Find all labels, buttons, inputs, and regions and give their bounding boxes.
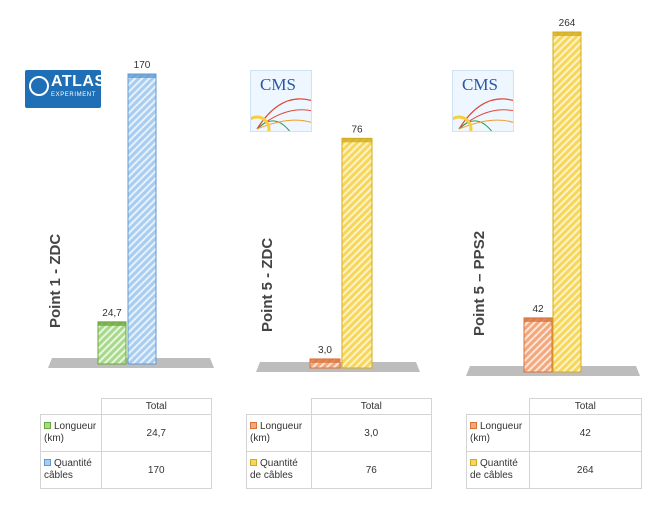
data-label: 24,7 [102, 308, 122, 319]
atlas-globe-icon [29, 76, 49, 96]
legend-swatch-orange-icon [250, 422, 257, 429]
bar [341, 137, 373, 369]
table-row: Longueur (km) 3,0 [246, 414, 432, 452]
table-row: Quantité de câbles 76 [246, 451, 432, 489]
legend-swatch-yellow-icon [470, 459, 477, 466]
panel-label: Point 5 – PPS2 [471, 231, 488, 336]
cms-detector-icon [453, 98, 513, 131]
cms-logo: CMS [250, 70, 312, 132]
table-header: Total [310, 398, 432, 415]
data-table: Total Longueur (km) 3,0 Quantité de câbl… [246, 398, 432, 489]
panel-label: Point 5 - ZDC [259, 238, 276, 332]
data-label: 264 [559, 18, 576, 29]
table-row: Quantité de câbles 264 [466, 451, 642, 489]
atlas-logo: ATLAS EXPERIMENT [25, 70, 105, 108]
legend-swatch-green-icon [44, 422, 51, 429]
table-row: Quantité câbles 170 [40, 451, 212, 489]
bar-cap [98, 321, 126, 326]
legend-swatch-yellow-icon [250, 459, 257, 466]
bar-cap [553, 32, 581, 36]
table-row: Longueur (km) 42 [466, 414, 642, 452]
table-header: Total [100, 398, 212, 415]
data-table: Total Longueur (km) 42 Quantité de câble… [466, 398, 642, 489]
bar [552, 31, 582, 373]
cms-logo: CMS [452, 70, 514, 132]
legend-swatch-blue-icon [44, 459, 51, 466]
bar [127, 73, 157, 365]
data-label: 3,0 [318, 345, 332, 356]
data-label: 170 [134, 60, 151, 71]
data-label: 76 [351, 124, 363, 135]
bar [523, 317, 553, 373]
panel-label: Point 1 - ZDC [47, 234, 64, 328]
data-label: 42 [532, 304, 544, 315]
legend-swatch-orange-icon [470, 422, 477, 429]
bar [97, 321, 127, 365]
table-row: Longueur (km) 24,7 [40, 414, 212, 452]
bar-cap [310, 358, 340, 363]
cms-detector-icon [251, 98, 311, 131]
data-table: Total Longueur (km) 24,7 Quantité câbles… [40, 398, 212, 489]
bar-cap [342, 138, 372, 143]
table-header: Total [528, 398, 642, 415]
bar-cap [524, 317, 552, 322]
bar-cap [128, 74, 156, 78]
